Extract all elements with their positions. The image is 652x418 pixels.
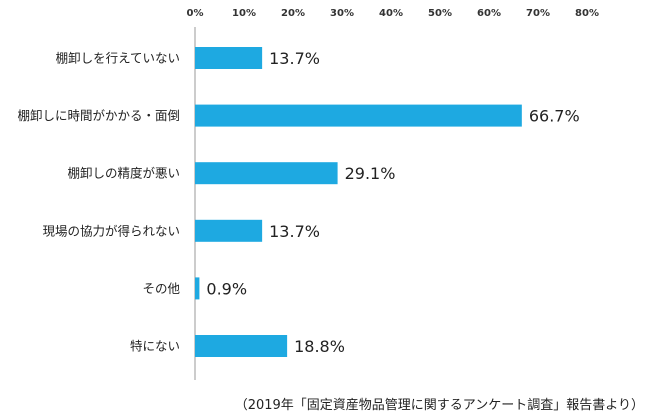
category-label: 棚卸しを行えていない (56, 51, 180, 66)
x-tick-label: 0% (187, 8, 204, 19)
bar (195, 277, 200, 300)
x-tick-label: 80% (575, 8, 599, 19)
category-label: 特にない (130, 339, 180, 354)
data-label: 0.9% (206, 279, 247, 298)
x-tick-label: 10% (232, 8, 256, 19)
category-label: 現場の協力が得られない (42, 223, 180, 238)
x-tick-label: 50% (428, 8, 452, 19)
data-label: 18.8% (294, 337, 345, 356)
x-tick-label: 20% (281, 8, 305, 19)
data-label: 13.7% (269, 222, 320, 241)
category-label: 棚卸しに時間がかかる・面倒 (17, 108, 180, 123)
bar (195, 162, 338, 185)
x-tick-label: 60% (477, 8, 501, 19)
bar (195, 104, 522, 127)
category-label: 棚卸しの精度が悪い (67, 166, 180, 181)
x-tick-label: 70% (526, 8, 550, 19)
x-tick-label: 40% (379, 8, 403, 19)
bar (195, 47, 263, 69)
data-label: 29.1% (345, 164, 396, 183)
bar (195, 219, 263, 242)
data-label: 13.7% (269, 49, 320, 68)
x-tick-label: 30% (330, 8, 354, 19)
data-label: 66.7% (529, 107, 580, 126)
category-label: その他 (142, 281, 180, 296)
bar (195, 335, 288, 357)
source-note: （2019年「固定資産物品管理に関するアンケート調査」報告書より） (234, 398, 644, 413)
